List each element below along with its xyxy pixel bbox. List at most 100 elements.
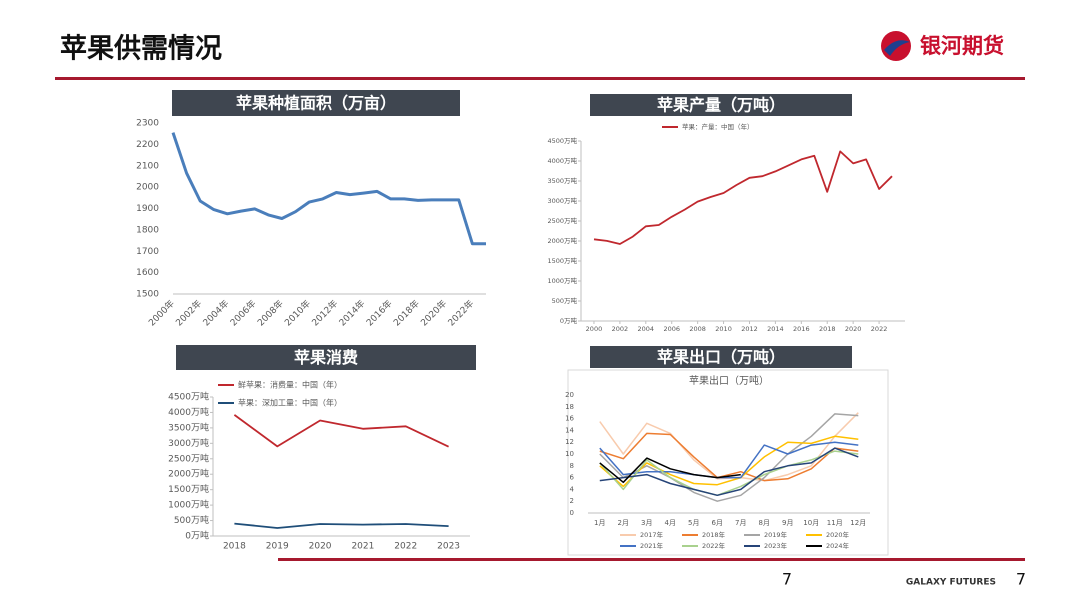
y-tick-label: 16 <box>565 415 574 423</box>
chart: 苹果消费 0万吨 500万吨 1000万吨 1500万吨 2000万吨 2500万吨 3000… <box>168 345 476 552</box>
panel-title-box <box>172 90 460 116</box>
y-tick-label: 4000万吨 <box>168 406 209 418</box>
x-tick-label: 2023 <box>437 542 460 552</box>
y-tick-label: 1500万吨 <box>547 256 577 265</box>
y-tick-label: 20 <box>565 391 574 399</box>
logo-text: 银河期货 <box>920 34 1004 58</box>
y-tick-label: 1000万吨 <box>547 276 577 285</box>
x-tick-label: 2月 <box>618 519 629 527</box>
panel-title: 苹果产量（万吨） <box>657 96 785 115</box>
y-tick-label: 3000万吨 <box>168 437 209 449</box>
y-tick-label: 4500万吨 <box>547 136 577 145</box>
y-tick-label: 0万吨 <box>560 316 578 325</box>
series-line <box>599 441 859 479</box>
y-tick-label: 1900 <box>136 204 159 214</box>
chart: 苹果出口（万吨） 苹果出口（万吨） 0 2 4 6 8 10 12 14 16 18 20 1月 2月 3月 4… <box>565 346 889 556</box>
y-tick-label: 18 <box>565 403 574 411</box>
y-tick-label: 1500 <box>136 290 159 300</box>
y-tick-label: 2000 <box>136 183 159 193</box>
x-tick-label: 2004 <box>638 325 655 333</box>
header-rule <box>55 77 1025 80</box>
x-tick-label: 2020 <box>309 542 332 552</box>
y-tick-label: 4000万吨 <box>547 156 577 165</box>
page-number: 7 <box>782 570 792 589</box>
y-tick-label: 3000万吨 <box>547 196 577 205</box>
panel-title: 苹果出口（万吨） <box>657 348 785 367</box>
y-tick-label: 500万吨 <box>174 514 209 526</box>
footer-rule <box>278 558 1025 561</box>
y-tick-label: 3500万吨 <box>547 176 577 185</box>
y-tick-label: 10 <box>565 450 574 458</box>
y-tick-label: 1800 <box>136 225 159 235</box>
x-tick-label: 2018 <box>223 542 246 552</box>
series-line <box>233 414 449 448</box>
legend-label: 2018年 <box>702 530 726 539</box>
x-tick-label: 12月 <box>850 519 866 527</box>
y-tick-label: 2 <box>570 497 574 505</box>
x-tick-label: 3月 <box>641 519 652 527</box>
panel-title: 苹果消费 <box>294 348 358 367</box>
x-tick-label: 7月 <box>735 519 746 527</box>
y-tick-label: 1700 <box>136 247 159 257</box>
chart: 苹果产量（万吨） 0万吨 500万吨 1000万吨 1500万吨 2000万吨 2500万吨… <box>547 94 905 333</box>
x-tick-label: 2018 <box>819 325 836 333</box>
series-line <box>171 132 486 246</box>
x-tick-label: 2021 <box>351 542 374 552</box>
y-tick-label: 2500万吨 <box>547 216 577 225</box>
chart-frame <box>567 369 889 556</box>
y-tick-label: 1000万吨 <box>168 499 209 511</box>
series-line <box>599 457 741 484</box>
y-tick-label: 1600 <box>136 268 159 278</box>
legend-label: 2024年 <box>826 541 850 550</box>
legend-label: 2020年 <box>826 530 850 539</box>
logo: 银河期货 <box>881 31 1004 61</box>
legend-label: 2017年 <box>640 530 664 539</box>
x-tick-label: 2019 <box>266 542 289 552</box>
x-tick-label: 4月 <box>665 519 676 527</box>
y-tick-label: 4 <box>570 485 575 493</box>
logo-swoosh <box>884 40 910 56</box>
series-line <box>599 447 859 497</box>
x-tick-label: 2022 <box>871 325 888 333</box>
y-tick-label: 2500万吨 <box>168 452 209 464</box>
y-tick-label: 2000万吨 <box>168 468 209 480</box>
series-line <box>599 435 859 488</box>
legend-label: 2021年 <box>640 541 664 550</box>
x-tick-label: 2020 <box>845 325 862 333</box>
y-tick-label: 2100 <box>136 161 159 171</box>
x-tick-label: 2012 <box>741 325 758 333</box>
y-tick-label: 0 <box>570 509 574 517</box>
series-line <box>599 450 859 497</box>
x-tick-label: 1月 <box>594 519 605 527</box>
legend-label: 苹果：产量：中国（年） <box>682 122 754 131</box>
x-tick-label: 2002 <box>612 325 629 333</box>
legend-label: 2022年 <box>702 541 726 550</box>
legend-label: 鲜苹果：消费量：中国（年） <box>238 380 342 390</box>
y-tick-label: 12 <box>565 438 574 446</box>
x-tick-label: 2010 <box>715 325 732 333</box>
y-tick-label: 500万吨 <box>552 296 578 305</box>
y-tick-label: 8 <box>570 462 574 470</box>
panel-title-box <box>590 346 852 368</box>
y-tick-label: 1500万吨 <box>168 483 209 495</box>
x-tick-label: 2022 <box>394 542 417 552</box>
y-tick-label: 2200 <box>136 140 159 150</box>
x-tick-label: 6月 <box>712 519 723 527</box>
x-tick-label: 11月 <box>827 519 843 527</box>
panel-title-box <box>590 94 852 116</box>
x-tick-label: 2006 <box>663 325 680 333</box>
chart-title: 苹果出口（万吨） <box>689 374 769 387</box>
slide-title: 苹果供需情况 <box>60 34 222 65</box>
y-tick-label: 14 <box>565 426 574 434</box>
series-line <box>234 522 449 529</box>
x-tick-label: 2000 <box>586 325 603 333</box>
y-tick-label: 0万吨 <box>185 530 209 542</box>
panel-title: 苹果种植面积（万亩） <box>236 94 396 113</box>
legend-label: 苹果：深加工量：中国（年） <box>238 398 342 408</box>
x-tick-label: 10月 <box>803 519 819 527</box>
y-tick-label: 4500万吨 <box>168 391 209 403</box>
page-number-right: 7 <box>1016 570 1026 589</box>
y-tick-label: 2300 <box>136 119 159 129</box>
